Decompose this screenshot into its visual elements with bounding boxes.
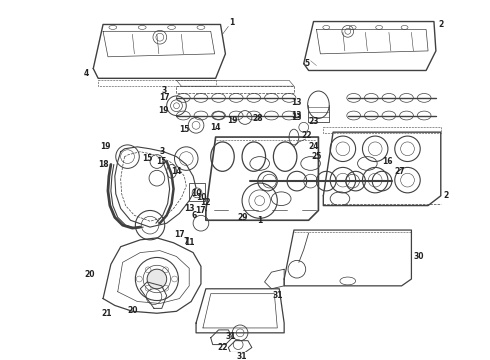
Text: 2: 2 xyxy=(443,191,448,200)
Text: 14: 14 xyxy=(171,167,182,176)
Text: 11: 11 xyxy=(184,238,195,247)
Text: 13: 13 xyxy=(292,111,302,120)
Text: 19: 19 xyxy=(100,142,110,151)
Text: 23: 23 xyxy=(308,117,319,126)
Text: 15: 15 xyxy=(142,154,152,163)
Text: 10: 10 xyxy=(196,193,206,202)
Text: 13: 13 xyxy=(292,113,302,122)
Text: 20: 20 xyxy=(84,270,95,279)
Text: 30: 30 xyxy=(413,252,423,261)
Text: 12: 12 xyxy=(200,198,211,207)
Text: 22: 22 xyxy=(217,343,228,352)
Text: 2: 2 xyxy=(438,20,443,29)
Text: 3: 3 xyxy=(161,86,167,95)
Text: 3: 3 xyxy=(159,147,165,156)
Text: 24: 24 xyxy=(308,142,319,151)
Text: 19: 19 xyxy=(227,116,238,125)
Text: 27: 27 xyxy=(394,167,405,176)
Text: 16: 16 xyxy=(382,157,392,166)
Text: 14: 14 xyxy=(210,123,221,132)
Text: 1: 1 xyxy=(257,216,262,225)
Text: 7: 7 xyxy=(184,237,189,246)
Bar xyxy=(189,183,205,201)
Text: 21: 21 xyxy=(102,309,112,318)
Text: 5: 5 xyxy=(304,59,309,68)
Text: 20: 20 xyxy=(127,306,138,315)
Text: 13: 13 xyxy=(184,204,195,213)
Text: 25: 25 xyxy=(311,152,321,161)
Text: 22: 22 xyxy=(301,131,312,140)
Text: 17: 17 xyxy=(174,230,185,239)
Text: 31: 31 xyxy=(225,332,236,341)
Text: 10: 10 xyxy=(191,189,201,198)
Text: 4: 4 xyxy=(84,69,89,78)
Text: 18: 18 xyxy=(98,160,108,169)
Text: 29: 29 xyxy=(238,213,248,222)
Text: 19: 19 xyxy=(158,106,169,115)
Circle shape xyxy=(147,269,167,289)
Text: 1: 1 xyxy=(230,18,235,27)
Text: 31: 31 xyxy=(237,352,247,360)
Text: 15: 15 xyxy=(157,157,167,166)
Text: 15: 15 xyxy=(179,125,190,134)
Text: 17: 17 xyxy=(159,93,170,102)
Text: 17: 17 xyxy=(196,206,206,215)
Text: 28: 28 xyxy=(252,114,263,123)
Text: 13: 13 xyxy=(292,98,302,107)
Text: 31: 31 xyxy=(272,291,283,300)
Text: 6: 6 xyxy=(192,211,196,220)
